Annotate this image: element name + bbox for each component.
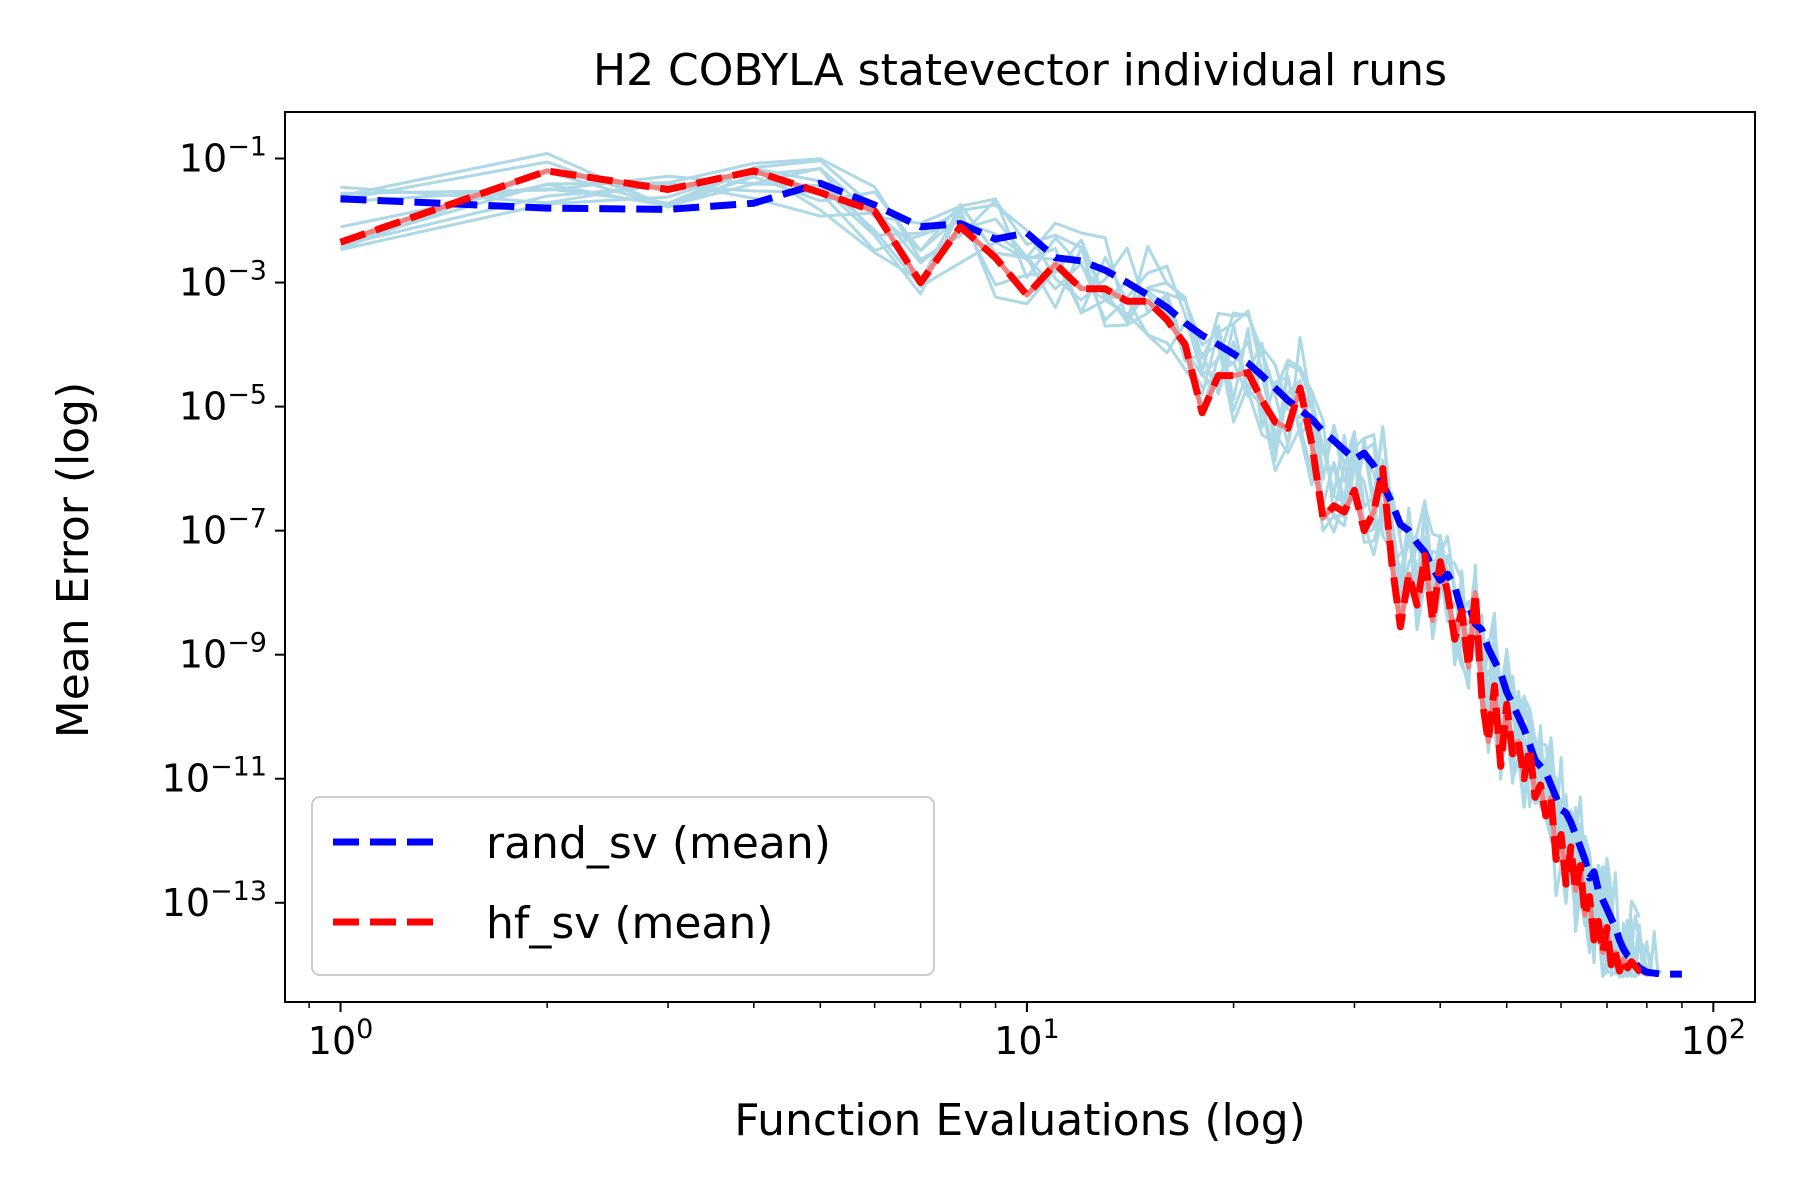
- legend: rand_sv (mean) hf_sv (mean): [311, 796, 935, 976]
- chart-title: H2 COBYLA statevector individual runs: [593, 45, 1447, 96]
- y-axis-label: Mean Error (log): [48, 382, 99, 739]
- x-axis-label: Function Evaluations (log): [734, 1095, 1306, 1146]
- y-tick-label-1: 10−3: [179, 256, 267, 305]
- y-tick-label-2: 10−5: [179, 380, 267, 429]
- hf-sv-mean-line: [339, 167, 1649, 978]
- y-tick-label-4: 10−9: [179, 628, 267, 677]
- legend-label-rand-sv: rand_sv (mean): [486, 818, 831, 869]
- y-tick-label-3: 10−7: [179, 504, 267, 553]
- y-tick-label-6: 10−13: [162, 876, 267, 925]
- x-tick-label-1: 101: [994, 1014, 1060, 1063]
- rand-sv-mean-line: [340, 179, 1682, 978]
- x-tick-label-2: 102: [1681, 1014, 1747, 1063]
- x-axis: 100 101 102: [308, 1002, 1746, 1063]
- y-axis: 10−1 10−3 10−5 10−7 10−9 10−11 10−13: [162, 132, 285, 925]
- legend-label-hf-sv: hf_sv (mean): [486, 898, 773, 949]
- x-tick-label-0: 100: [308, 1014, 374, 1063]
- plot-frame: [284, 111, 1756, 1003]
- y-tick-label-5: 10−11: [162, 752, 267, 801]
- y-tick-label-0: 10−1: [179, 132, 267, 181]
- legend-box: [311, 796, 935, 976]
- mean-series: [339, 167, 1682, 978]
